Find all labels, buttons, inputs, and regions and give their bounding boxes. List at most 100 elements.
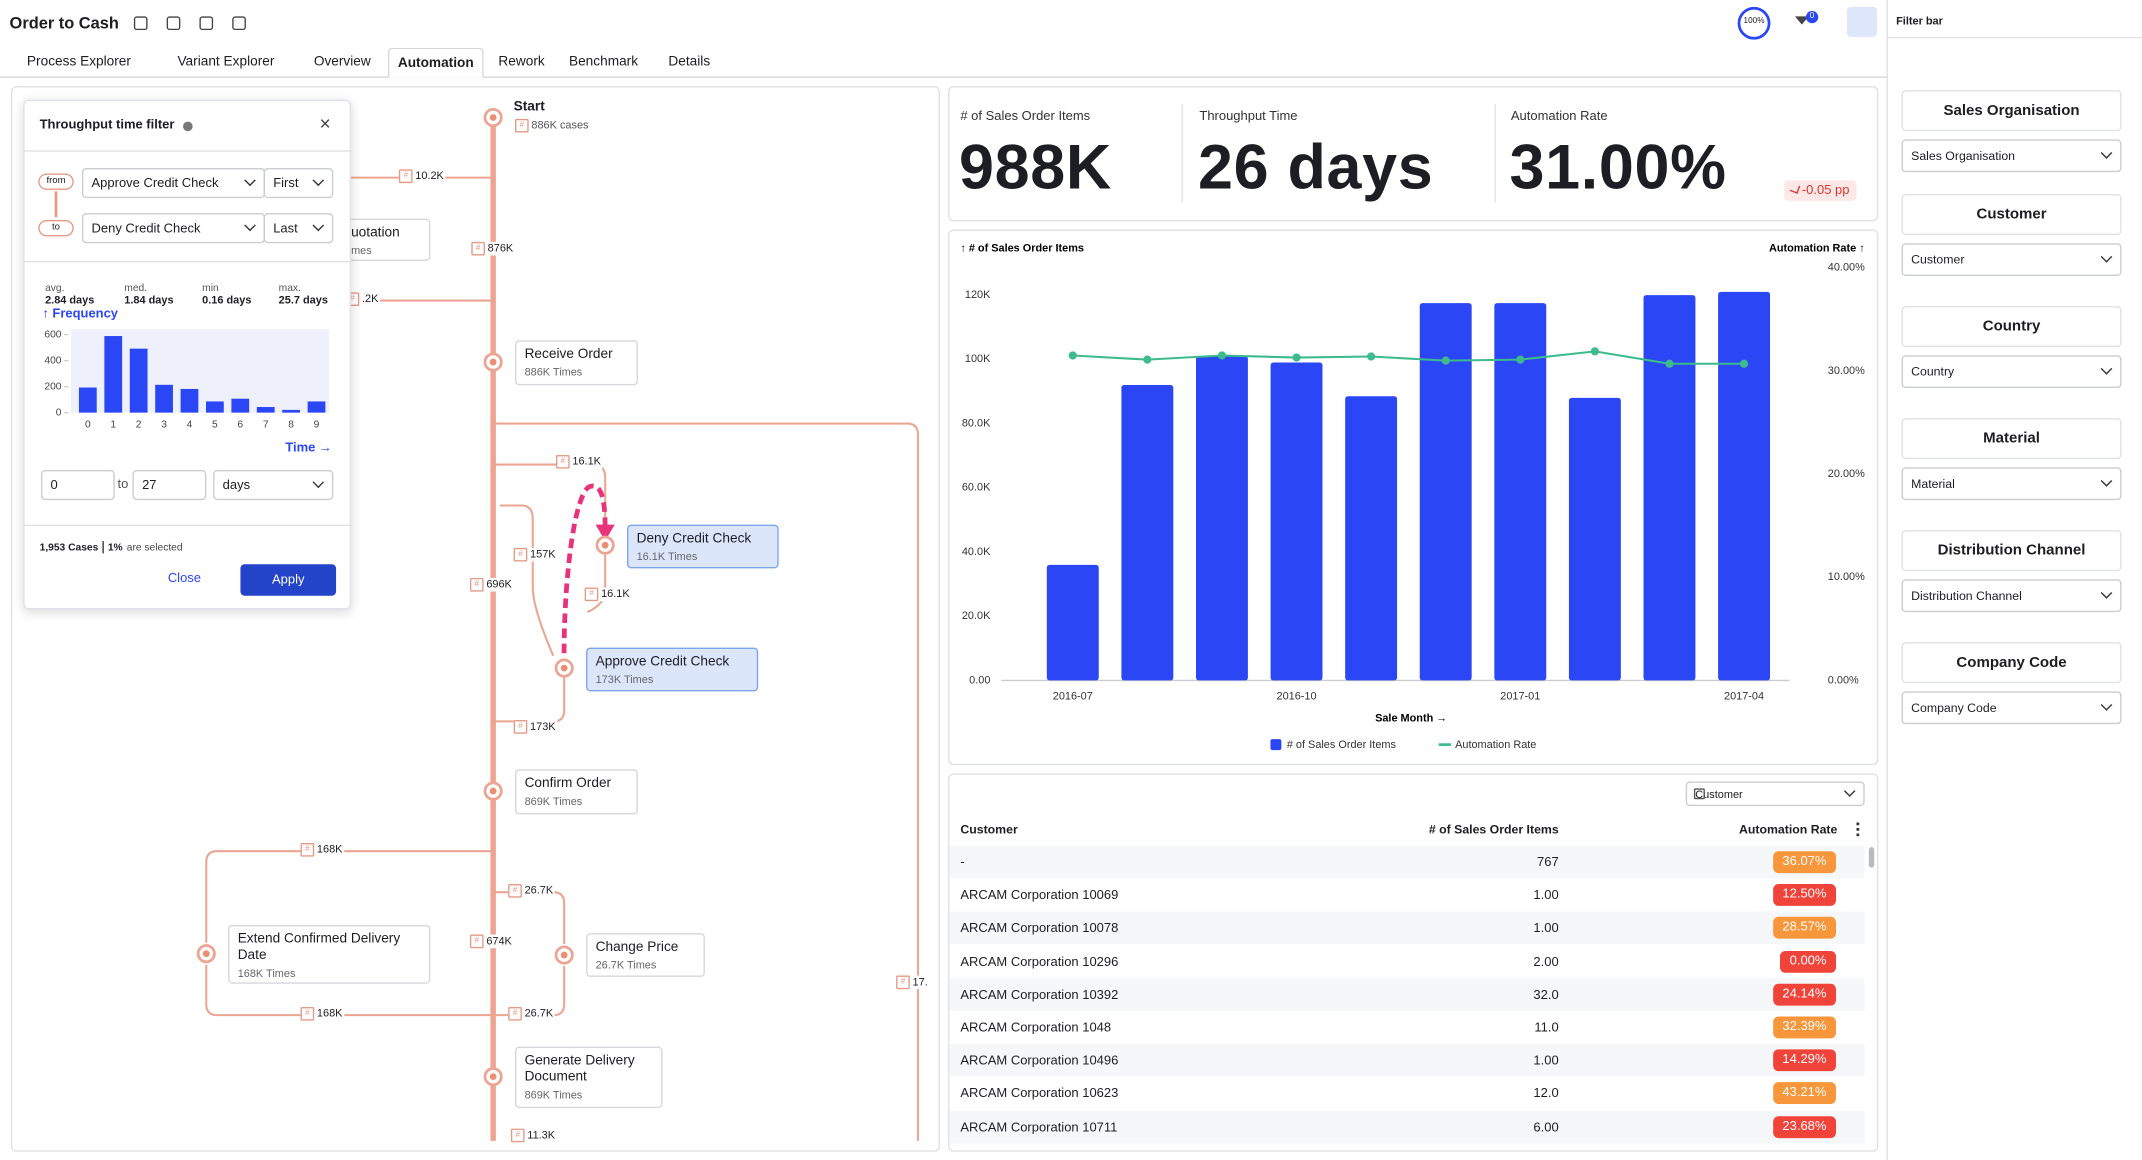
tab[interactable]: Details: [668, 54, 711, 70]
progress-ring[interactable]: 100%: [1737, 6, 1771, 40]
start-label: Start: [513, 99, 545, 115]
node-circle: [196, 944, 216, 964]
tab[interactable]: Variant Explorer: [177, 54, 275, 70]
cell-customer: ARCAM Corporation 10296: [960, 954, 1119, 970]
line-point: [1516, 355, 1525, 364]
to-occurrence-text: Last: [273, 220, 298, 236]
filter-count: 0: [1805, 10, 1819, 24]
row-background: [949, 1044, 1865, 1077]
stat-label: avg.: [45, 281, 65, 294]
node-circle: [483, 781, 503, 801]
scrollbar: [1868, 847, 1875, 868]
filter-icon[interactable]: [1795, 16, 1809, 30]
process-panel: [10, 86, 940, 1152]
edge-label: 11.3K: [510, 1128, 557, 1143]
filter-select[interactable]: Customer: [1901, 243, 2122, 276]
from-occurrence[interactable]: First: [263, 168, 334, 199]
range-to[interactable]: 27: [132, 470, 207, 501]
kpi-label: Throughput Time: [1199, 109, 1298, 125]
header-icon[interactable]: [232, 16, 246, 31]
node-count: 869K Times: [524, 795, 583, 808]
apply-button[interactable]: Apply: [240, 564, 337, 596]
bar: [1568, 397, 1621, 681]
cell-rate: 43.21%: [1772, 1082, 1836, 1105]
to-activity[interactable]: Deny Credit Check: [81, 213, 266, 244]
x-tick-label: 2017-01: [1500, 691, 1540, 703]
to-occurrence[interactable]: Last: [263, 213, 334, 244]
filter-select[interactable]: Sales Organisation: [1901, 139, 2122, 173]
panel-toggle[interactable]: [1846, 6, 1877, 37]
line-point: [1367, 352, 1376, 361]
cell-rate: 12.50%: [1772, 884, 1836, 907]
from-activity[interactable]: Approve Credit Check: [81, 168, 266, 199]
combo-chart: ↑ # of Sales Order Items Automation Rate …: [960, 243, 1865, 752]
edge-label: 674K: [469, 934, 514, 949]
tab[interactable]: Automation: [387, 47, 484, 78]
line-point: [1739, 359, 1749, 368]
chevron: [2100, 475, 2113, 487]
bar: [256, 407, 275, 413]
info-icon: [183, 121, 193, 132]
process-node[interactable]: Receive Order 886K Times: [515, 340, 638, 386]
unit-select[interactable]: days: [213, 470, 334, 501]
process-node[interactable]: uotation mes: [341, 218, 431, 261]
cell-items: 32.0: [1533, 987, 1559, 1003]
node-circle: [483, 1067, 503, 1087]
filter-select[interactable]: Country: [1901, 355, 2122, 389]
x-tick-label: 5: [212, 420, 218, 431]
process-node[interactable]: Generate Delivery Document 869K Times: [515, 1046, 663, 1109]
tab[interactable]: Rework: [498, 54, 545, 70]
process-node[interactable]: Change Price 26.7K Times: [586, 933, 705, 977]
header-icon[interactable]: [199, 16, 214, 31]
edge-label: 16.1K: [555, 454, 603, 469]
bar: [1643, 295, 1696, 681]
node-label: Receive Order: [524, 347, 613, 363]
delta-text: -0.05 pp: [1801, 183, 1850, 199]
kpi-label: Automation Rate: [1510, 109, 1608, 125]
chevron: [2100, 251, 2113, 263]
kpi-delta: -0.05 pp: [1784, 180, 1857, 201]
process-node[interactable]: Extend Confirmed Delivery Date 168K Times: [228, 924, 431, 984]
cell-items: 1.00: [1533, 888, 1559, 904]
process-node[interactable]: Confirm Order 869K Times: [515, 769, 638, 815]
header-icon[interactable]: [166, 16, 181, 31]
cell-customer: -: [960, 855, 965, 871]
chevron: [2100, 587, 2113, 599]
tab[interactable]: Benchmark: [568, 54, 639, 70]
filter-select[interactable]: Distribution Channel: [1901, 579, 2122, 613]
node-count: 16.1K Times: [636, 550, 698, 563]
chevron: [312, 174, 325, 187]
filter-select[interactable]: Material: [1901, 467, 2122, 501]
chevron: [312, 219, 325, 232]
tab[interactable]: Overview: [313, 54, 371, 70]
edge-label: 157K: [513, 547, 557, 562]
tab[interactable]: Process Explorer: [26, 54, 131, 70]
bar: [155, 384, 173, 413]
x-tick-label: 8: [288, 420, 294, 431]
process-node[interactable]: Deny Credit Check 16.1K Times: [627, 524, 779, 569]
summary: 1,953 Cases 1% are selected: [40, 541, 183, 554]
node-count: 168K Times: [237, 967, 296, 980]
line-point: [1665, 359, 1674, 368]
node-circle: [483, 107, 503, 128]
delta-arrow: [1789, 183, 1801, 194]
header-icon[interactable]: [133, 16, 148, 31]
cell-items: 767: [1537, 855, 1559, 871]
bar: [180, 388, 199, 413]
x-tick-label: 7: [263, 420, 269, 431]
chevron: [244, 174, 256, 187]
bar: [1270, 362, 1323, 681]
cell-customer: ARCAM Corporation 10069: [960, 888, 1119, 904]
unit-select-text: days: [222, 477, 251, 493]
close-icon[interactable]: ×: [319, 112, 331, 134]
row-background: [949, 1110, 1865, 1144]
cell-rate: 32.39%: [1772, 1016, 1836, 1039]
process-node[interactable]: Approve Credit Check 173K Times: [586, 647, 759, 692]
node-label: Extend Confirmed Delivery Date: [237, 931, 401, 964]
y-tick-label: 0: [56, 407, 62, 418]
connector: [54, 191, 57, 218]
filter-select[interactable]: Company Code: [1901, 691, 2122, 725]
table-selector[interactable]: Customer: [1685, 781, 1865, 807]
range-from[interactable]: 0: [40, 470, 115, 501]
close-button[interactable]: Close: [167, 571, 202, 587]
